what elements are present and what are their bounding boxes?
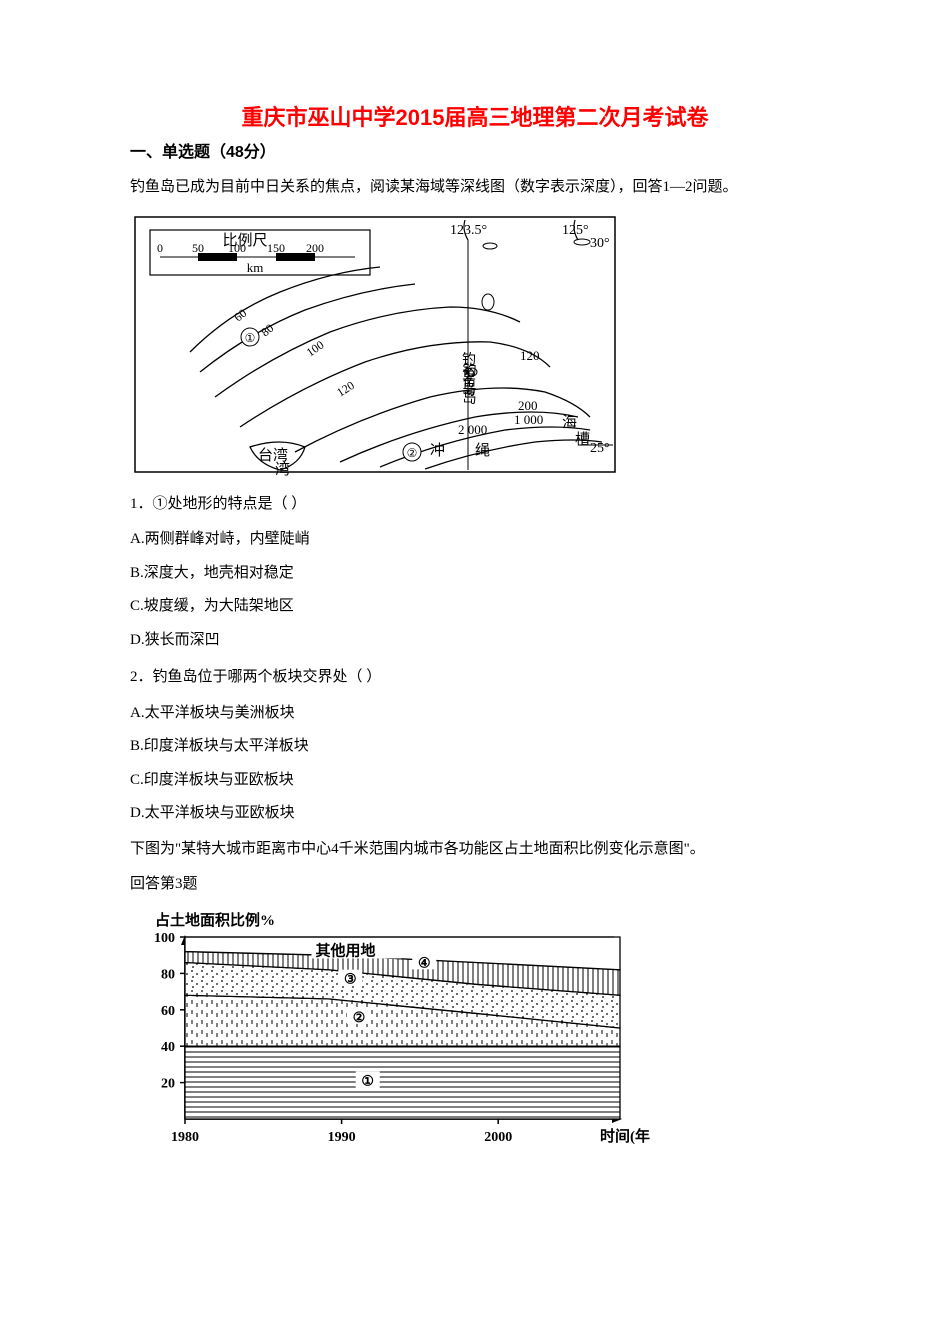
svg-text:40: 40 xyxy=(161,1040,175,1055)
svg-text:100: 100 xyxy=(228,241,246,255)
svg-text:1980: 1980 xyxy=(171,1130,199,1145)
exam-page: 重庆市巫山中学2015届高三地理第二次月考试卷 一、单选题（48分） 钓鱼岛已成… xyxy=(0,0,950,1221)
svg-text:80: 80 xyxy=(161,967,175,982)
svg-text:1990: 1990 xyxy=(328,1130,356,1145)
svg-text:200: 200 xyxy=(306,241,324,255)
intro-q3: 下图为"某特大城市距离市中心4千米范围内城市各功能区占土地面积比例变化示意图"。 xyxy=(130,834,820,866)
q2-option-a: A.太平洋板块与美洲板块 xyxy=(130,698,820,730)
svg-text:20: 20 xyxy=(161,1076,175,1091)
svg-text:100: 100 xyxy=(154,931,175,946)
svg-text:200: 200 xyxy=(518,398,538,413)
svg-text:②: ② xyxy=(407,446,418,460)
svg-text:km: km xyxy=(247,260,264,275)
svg-text:湾: 湾 xyxy=(275,461,290,477)
q1-option-a: A.两侧群峰对峙，内壁陡峭 xyxy=(130,524,820,556)
svg-text:冲: 冲 xyxy=(430,442,445,459)
svg-text:①: ① xyxy=(361,1074,374,1089)
svg-text:占土地面积比例%: 占土地面积比例% xyxy=(155,911,275,929)
svg-text:其他用地: 其他用地 xyxy=(316,941,376,959)
svg-text:123.5°: 123.5° xyxy=(450,223,487,238)
q1-option-d: D.狭长而深凹 xyxy=(130,625,820,657)
svg-text:150: 150 xyxy=(267,241,285,255)
svg-text:槽: 槽 xyxy=(575,431,590,448)
svg-text:2000: 2000 xyxy=(484,1130,512,1145)
svg-text:④: ④ xyxy=(418,956,431,971)
landuse-area-chart: 占土地面积比例% 20 40 60 80 100 1980 1990 2000 时间(年) ① ② ③ ④… xyxy=(130,909,650,1149)
q1-option-c: C.坡度缓，为大陆架地区 xyxy=(130,591,820,623)
q1-option-b: B.深度大，地壳相对稳定 xyxy=(130,558,820,590)
q2-option-b: B.印度洋板块与太平洋板块 xyxy=(130,731,820,763)
svg-text:30°: 30° xyxy=(590,236,610,251)
svg-text:1 000: 1 000 xyxy=(514,412,543,427)
q2-option-d: D.太平洋板块与亚欧板块 xyxy=(130,798,820,830)
svg-text:钓: 钓 xyxy=(462,352,476,368)
svg-text:绳: 绳 xyxy=(475,442,490,459)
area-chart-figure: 占土地面积比例% 20 40 60 80 100 1980 1990 2000 时间(年) ① ② ③ ④… xyxy=(130,909,820,1149)
q2-option-c: C.印度洋板块与亚欧板块 xyxy=(130,765,820,797)
svg-text:50: 50 xyxy=(192,241,204,255)
svg-text:②: ② xyxy=(353,1010,366,1025)
q2-stem: 2．钓鱼岛位于哪两个板块交界处（ ） xyxy=(130,662,820,694)
svg-text:鱼: 鱼 xyxy=(462,366,476,383)
svg-text:0: 0 xyxy=(157,241,163,255)
q1-stem: 1．①处地形的特点是（ ） xyxy=(130,489,820,521)
svg-text:①: ① xyxy=(245,331,256,345)
svg-text:25°: 25° xyxy=(590,441,610,456)
bathymetry-map: 比例尺 0 50 100 150 200 km 123.5° 125° 30° … xyxy=(130,212,620,477)
svg-text:120: 120 xyxy=(520,348,540,363)
intro-q1-2: 钓鱼岛已成为目前中日关系的焦点，阅读某海域等深线图（数字表示深度），回答1—2问… xyxy=(130,172,820,204)
svg-text:时间(年): 时间(年) xyxy=(600,1127,650,1145)
svg-text:海: 海 xyxy=(562,414,577,431)
map-figure: 比例尺 0 50 100 150 200 km 123.5° 125° 30° … xyxy=(130,212,820,477)
section-1-header: 一、单选题（48分） xyxy=(130,138,820,162)
svg-text:岛: 岛 xyxy=(462,382,476,398)
intro-q3b: 回答第3题 xyxy=(130,869,820,901)
exam-title: 重庆市巫山中学2015届高三地理第二次月考试卷 xyxy=(130,100,820,132)
svg-text:③: ③ xyxy=(344,972,357,987)
svg-text:60: 60 xyxy=(161,1003,175,1018)
svg-text:2 000: 2 000 xyxy=(458,422,487,437)
